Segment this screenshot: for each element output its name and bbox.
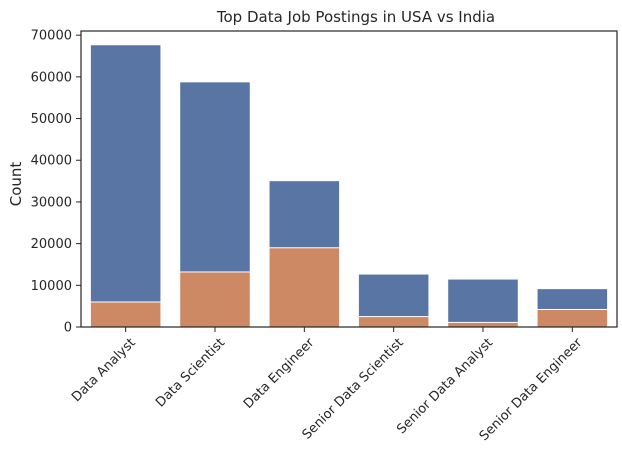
y-tick-label: 70000: [31, 29, 72, 44]
bar-series1-senior-data-analyst: [447, 278, 519, 328]
bar-series2-data-analyst: [89, 301, 162, 328]
bar-series2-data-engineer: [268, 247, 341, 328]
chart-title: Top Data Job Postings in USA vs India: [216, 8, 495, 26]
y-ticks: 0 10000 20000 30000 40000 50000 60000 70000: [31, 29, 81, 336]
y-tick-label: 10000: [31, 279, 72, 294]
bar-series2-senior-data-analyst: [447, 321, 519, 328]
bar-series1-data-analyst: [89, 44, 162, 328]
y-tick-label: 40000: [31, 154, 72, 169]
plot-frame: [80, 30, 618, 328]
bar-series2-senior-data-engineer: [536, 308, 609, 328]
y-tick-label: 0: [64, 321, 72, 336]
y-tick-label: 60000: [31, 70, 72, 85]
y-tick-label: 20000: [31, 237, 72, 252]
y-tick-label: 50000: [31, 112, 72, 127]
y-tick-label: 30000: [31, 195, 72, 210]
bar-series2-senior-data-scientist: [357, 316, 430, 328]
bars-layer: [89, 44, 609, 328]
y-axis-label: Count: [7, 162, 25, 207]
bar-series2-data-scientist: [179, 271, 251, 328]
